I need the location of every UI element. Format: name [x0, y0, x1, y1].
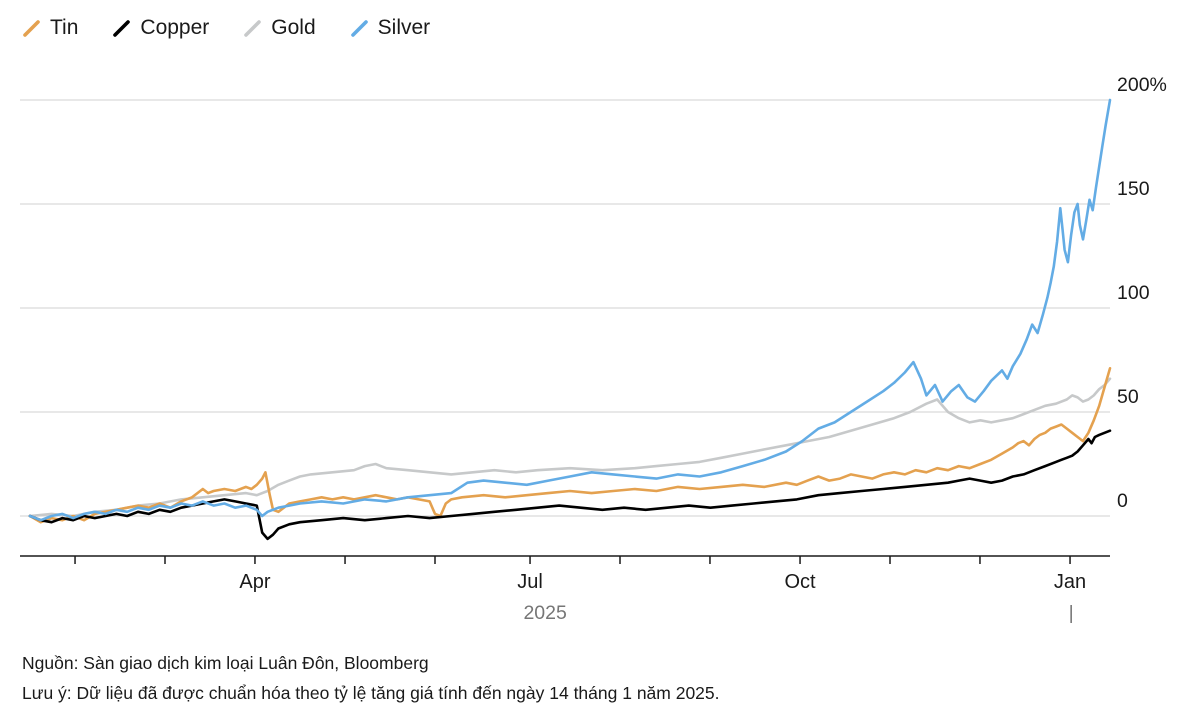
series-line-copper [28, 429, 1112, 541]
legend-item-tin: Tin [22, 16, 78, 40]
caveat-note: Lưu ý: Dữ liệu đã được chuẩn hóa theo tỷ… [22, 683, 720, 704]
x-axis-label-oct: Oct [784, 571, 816, 593]
legend-label-copper: Copper [140, 16, 210, 39]
legend-label-silver: Silver [377, 16, 431, 39]
tin-line-swatch-icon [23, 19, 40, 37]
legend-item-gold: Gold [243, 16, 316, 40]
series-line-gold [28, 377, 1112, 518]
legend-item-silver: Silver [350, 16, 431, 40]
gold-line-swatch-icon [244, 19, 262, 37]
legend-item-copper: Copper [112, 16, 209, 40]
legend-label-gold: Gold [271, 16, 316, 39]
footnotes: Nguồn: Sàn giao dịch kim loại Luân Đôn, … [22, 648, 720, 708]
y-axis-label-150: 150 [1117, 178, 1150, 200]
y-axis-label-200: 200% [1117, 74, 1167, 96]
legend-label-tin: Tin [50, 16, 79, 39]
series-line-silver [28, 98, 1112, 522]
year-boundary-mark: | [1069, 602, 1074, 624]
y-axis-label-0: 0 [1117, 490, 1128, 512]
year-label: 2025 [523, 602, 567, 624]
series-line-tin [28, 367, 1112, 524]
y-axis-label-100: 100 [1117, 282, 1150, 304]
x-axis-label-jan: Jan [1054, 571, 1086, 593]
x-axis-label-jul: Jul [517, 571, 543, 593]
source-note: Nguồn: Sàn giao dịch kim loại Luân Đôn, … [22, 653, 429, 673]
x-axis-label-apr: Apr [239, 571, 270, 593]
copper-line-swatch-icon [113, 19, 131, 37]
silver-line-swatch-icon [350, 19, 368, 37]
metals-performance-line-chart: 0 50 100 150 200% Apr Jul Oct Jan 2025 | [20, 74, 1167, 624]
legend: Tin Copper Gold Silver [22, 16, 430, 40]
y-axis-label-50: 50 [1117, 386, 1139, 408]
